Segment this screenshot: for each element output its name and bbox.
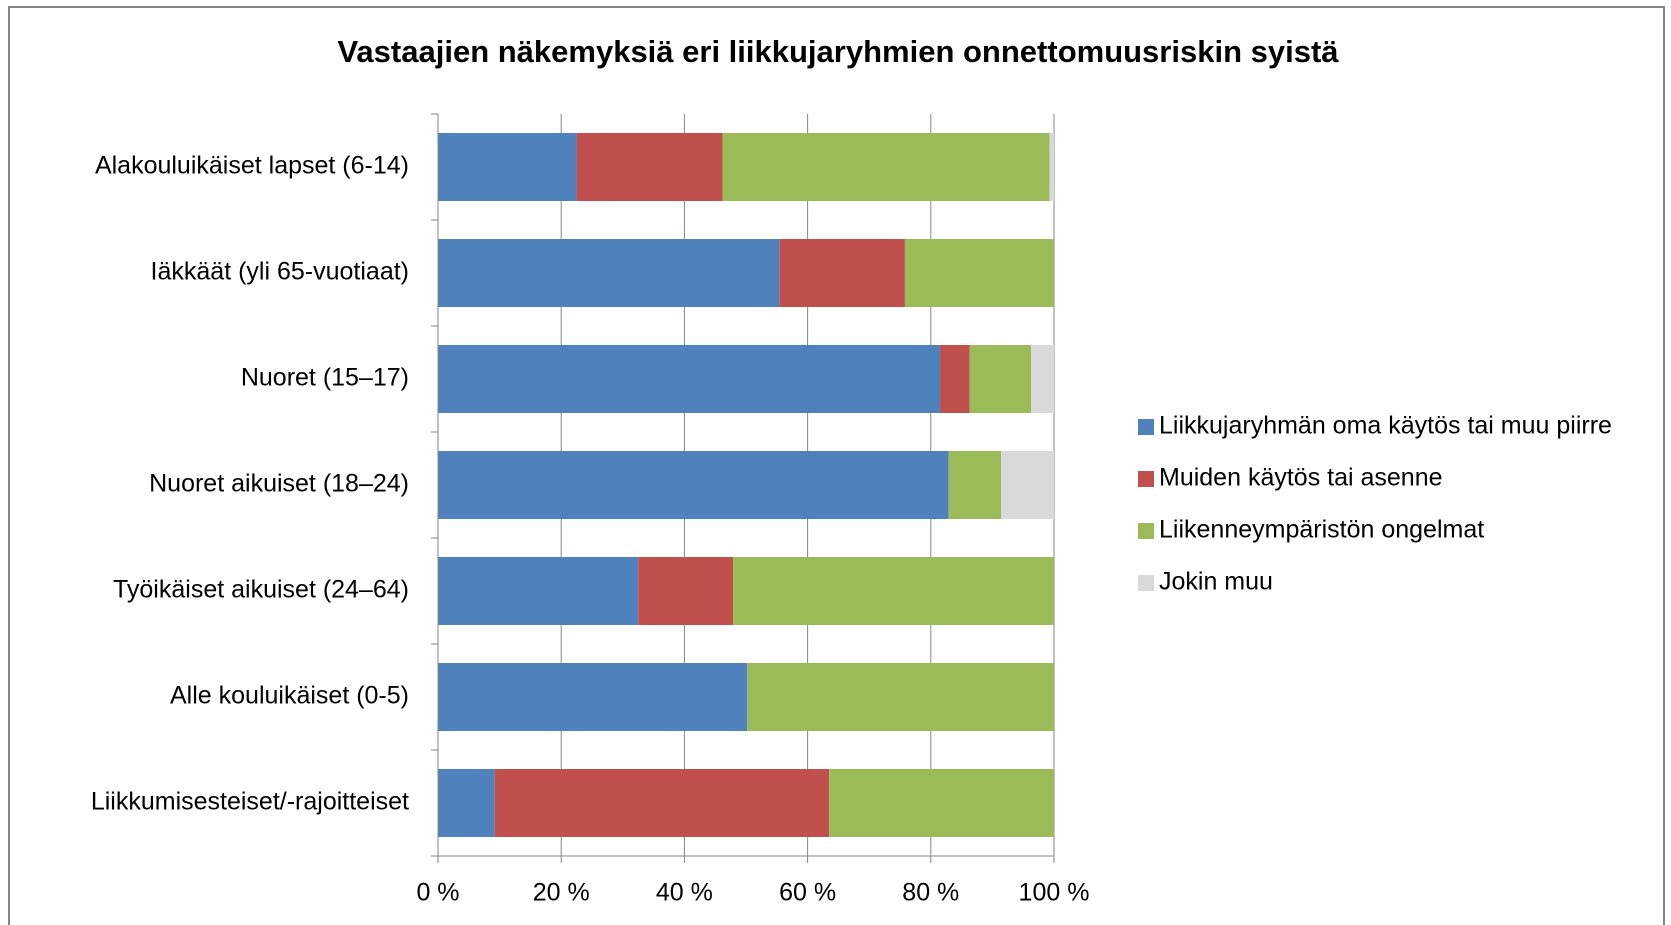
bar-segment bbox=[747, 663, 1054, 731]
bar-segment bbox=[494, 769, 830, 837]
y-tick-label: Iäkkäät (yli 65-vuotiaat) bbox=[151, 258, 409, 286]
bar-segment bbox=[438, 239, 780, 307]
bar-segment bbox=[438, 133, 577, 201]
legend-swatch bbox=[1138, 419, 1154, 435]
y-tick-label: Alakouluikäiset lapset (6-14) bbox=[95, 152, 409, 180]
bar-segment bbox=[940, 345, 970, 413]
bar-segment bbox=[1031, 345, 1054, 413]
bar-segment bbox=[969, 345, 1032, 413]
bar-segment bbox=[438, 451, 949, 519]
y-tick-label: Liikkumisesteiset/-rajoitteiset bbox=[91, 788, 409, 816]
x-tick-label: 100 % bbox=[1019, 879, 1090, 907]
legend-swatch bbox=[1138, 471, 1154, 487]
bar-segment bbox=[438, 663, 748, 731]
legend-label: Liikenneympäristön ongelmat bbox=[1159, 516, 1484, 544]
legend-swatch bbox=[1138, 523, 1154, 539]
bar-segment bbox=[1001, 451, 1054, 519]
bar-segment bbox=[779, 239, 905, 307]
legend-label: Jokin muu bbox=[1159, 568, 1273, 596]
bar-segment bbox=[438, 557, 639, 625]
x-tick-label: 40 % bbox=[656, 879, 713, 907]
bar-segment bbox=[438, 345, 941, 413]
bar-segment bbox=[1049, 133, 1054, 201]
bar-segment bbox=[438, 769, 495, 837]
bar-segment bbox=[904, 239, 1054, 307]
x-tick-label: 80 % bbox=[902, 879, 959, 907]
x-tick-label: 60 % bbox=[779, 879, 836, 907]
y-tick-label: Nuoret (15–17) bbox=[241, 364, 409, 392]
bar-segment bbox=[576, 133, 723, 201]
chart-title: Vastaajien näkemyksiä eri liikkujaryhmie… bbox=[337, 34, 1339, 69]
legend-swatch bbox=[1138, 575, 1154, 591]
y-tick-label: Työikäiset aikuiset (24–64) bbox=[113, 576, 409, 604]
bar-segment bbox=[733, 557, 1054, 625]
legend-label: Liikkujaryhmän oma käytös tai muu piirre bbox=[1159, 412, 1612, 440]
bar-segment bbox=[638, 557, 734, 625]
bar-segment bbox=[829, 769, 1054, 837]
bar-segment bbox=[948, 451, 1002, 519]
legend-label: Muiden käytös tai asenne bbox=[1159, 464, 1443, 492]
bar-segment bbox=[722, 133, 1050, 201]
x-tick-label: 20 % bbox=[533, 879, 590, 907]
x-tick-label: 0 % bbox=[416, 879, 459, 907]
y-tick-label: Alle kouluikäiset (0-5) bbox=[170, 682, 409, 710]
y-tick-label: Nuoret aikuiset (18–24) bbox=[149, 470, 409, 498]
